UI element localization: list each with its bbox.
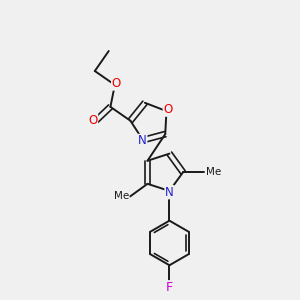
Text: N: N bbox=[138, 134, 147, 148]
Text: N: N bbox=[165, 186, 174, 199]
Text: Me: Me bbox=[114, 191, 129, 201]
Text: O: O bbox=[112, 77, 121, 90]
Text: O: O bbox=[163, 103, 172, 116]
Text: O: O bbox=[88, 114, 98, 127]
Text: Me: Me bbox=[206, 167, 221, 177]
Text: F: F bbox=[166, 281, 173, 294]
